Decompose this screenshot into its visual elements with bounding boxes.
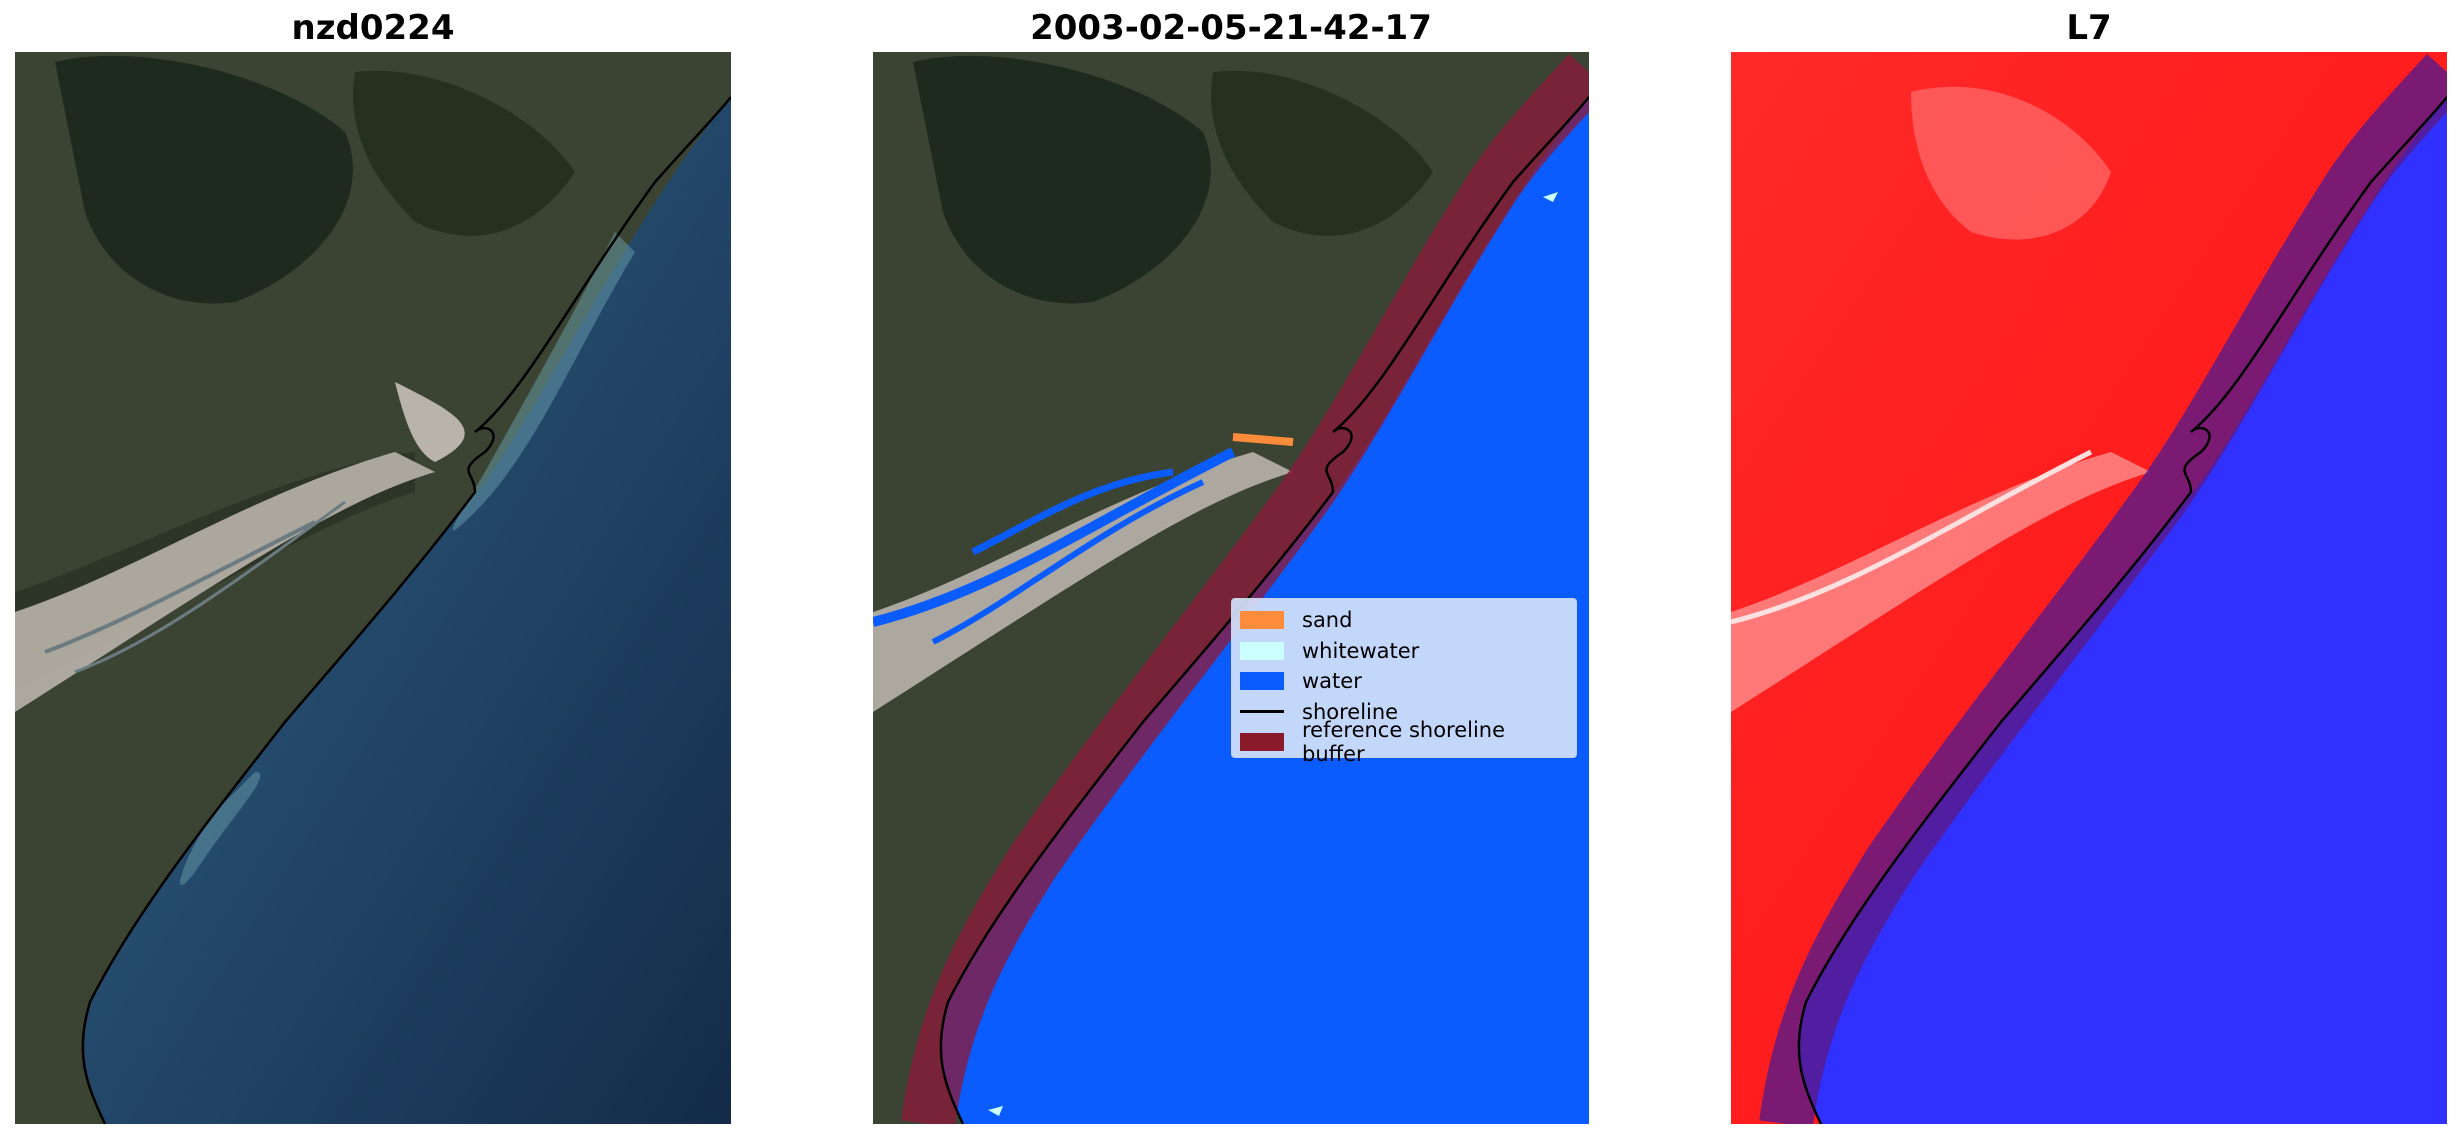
rgb-image-panel xyxy=(15,52,731,1124)
legend-item-sand: sand xyxy=(1240,605,1568,636)
panel-title-2: 2003-02-05-21-42-17 xyxy=(1030,8,1432,48)
panel-title-1: nzd0224 xyxy=(291,8,455,48)
legend-swatch-whitewater xyxy=(1240,641,1284,660)
legend-swatch-shoreline xyxy=(1240,710,1284,714)
classified-image xyxy=(873,52,1589,1124)
classification-panel xyxy=(873,52,1589,1124)
legend-swatch-water xyxy=(1240,672,1284,691)
legend-label-water: water xyxy=(1302,669,1362,694)
legend-item-buffer: reference shoreline buffer xyxy=(1240,718,1568,766)
legend-item-water: water xyxy=(1240,666,1568,697)
rgb-satellite-image xyxy=(15,52,731,1124)
legend-swatch-sand xyxy=(1240,611,1284,630)
legend-item-shoreline: shoreline xyxy=(1240,697,1568,728)
panel-title-3: L7 xyxy=(2066,8,2112,48)
legend-item-whitewater: whitewater xyxy=(1240,636,1568,667)
legend-label-whitewater: whitewater xyxy=(1302,638,1420,663)
legend: sand whitewater water shoreline referenc… xyxy=(1231,598,1577,766)
legend-swatch-buffer xyxy=(1240,733,1284,752)
legend-label-buffer: reference shoreline buffer xyxy=(1302,718,1506,767)
index-panel xyxy=(1731,52,2447,1124)
legend-label-shoreline: shoreline xyxy=(1302,699,1399,724)
index-image xyxy=(1731,52,2447,1124)
legend-label-sand: sand xyxy=(1302,608,1353,633)
